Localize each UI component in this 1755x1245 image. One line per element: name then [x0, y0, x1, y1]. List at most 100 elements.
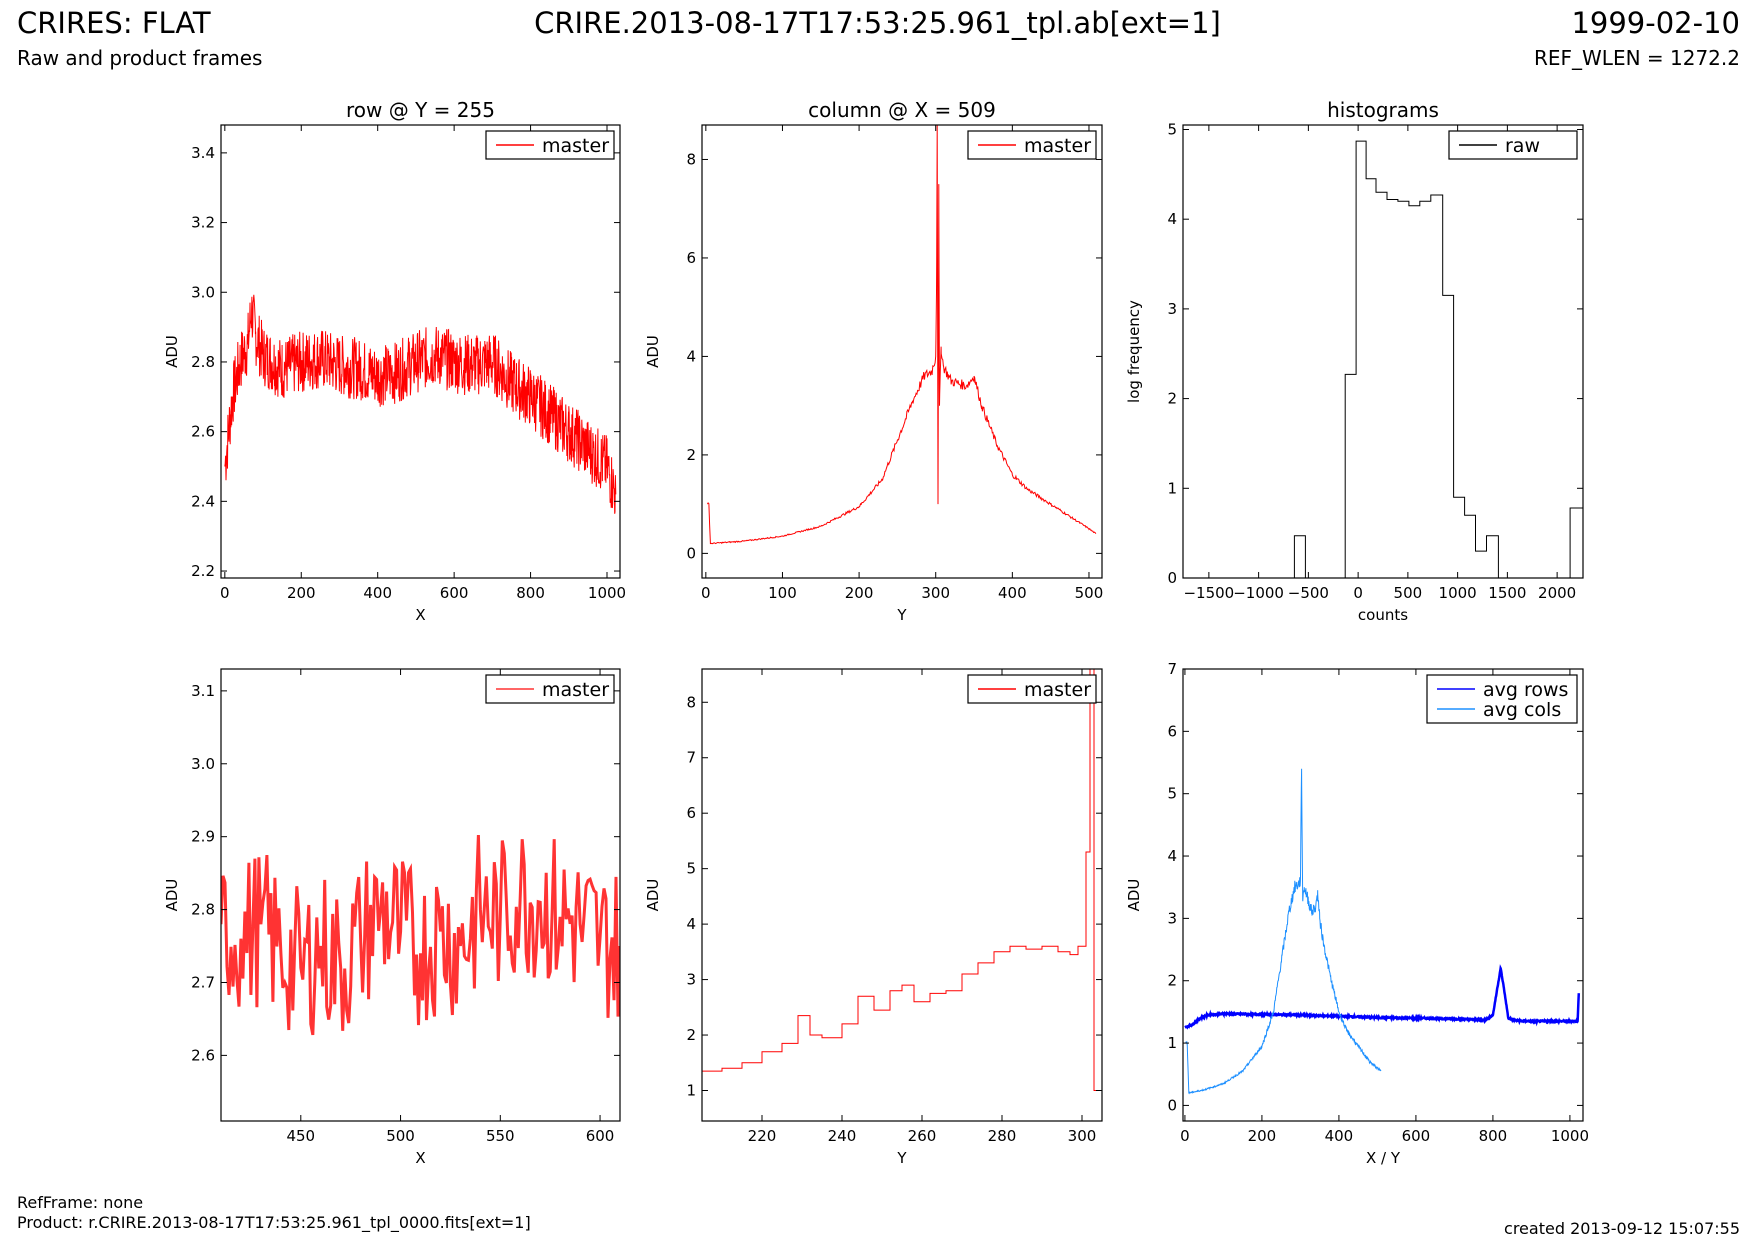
y-axis-label: ADU — [163, 335, 181, 368]
x-axis-label: counts — [1358, 606, 1408, 624]
x-tick-label: 400 — [1325, 1127, 1354, 1145]
series-line-avg-rows — [1184, 964, 1581, 1030]
y-tick-label: 0 — [1167, 1096, 1177, 1114]
chart-2: 0 100 200 300 400 500 0 2 4 6 8 column @ X = 509 Y AD… — [644, 98, 1103, 624]
y-tick-label: 2.7 — [191, 973, 215, 991]
y-tick-label: 4 — [686, 347, 696, 365]
legend-label: master — [1024, 135, 1091, 157]
chart-legend: master — [485, 674, 615, 704]
x-tick-label: 280 — [988, 1127, 1017, 1145]
x-tick-label: 200 — [1248, 1127, 1277, 1145]
x-tick-label: 800 — [516, 584, 545, 602]
x-tick-label: 0 — [701, 584, 711, 602]
chart-1: 0 200 400 600 800 1000 2.2 2.4 2.6 2.8 3.0 3.2 3.4 ro… — [163, 98, 626, 624]
y-tick-label: 1 — [1167, 1034, 1177, 1052]
chart-legend: master — [967, 674, 1097, 704]
series-line-master — [224, 294, 617, 514]
x-axis-label: X — [415, 1149, 425, 1167]
x-tick-label: 1500 — [1488, 584, 1526, 602]
x-tick-label: 600 — [440, 584, 469, 602]
y-tick-label: 2.6 — [191, 1046, 215, 1064]
x-tick-label: 220 — [748, 1127, 777, 1145]
plot-frame — [701, 668, 1103, 1122]
y-tick-label: 7 — [1167, 660, 1177, 678]
y-tick-label: 3 — [1167, 909, 1177, 927]
x-tick-label: 600 — [1402, 1127, 1431, 1145]
series-line-master — [221, 834, 620, 1036]
legend-label: avg rows — [1483, 679, 1568, 701]
series-line-master — [702, 669, 1102, 1091]
legend-label: master — [542, 135, 609, 157]
x-tick-label: 300 — [1068, 1127, 1097, 1145]
y-tick-label: 3.1 — [191, 682, 215, 700]
chart-5: 220 240 260 280 300 1 2 3 4 5 6 7 8 Y ADU master — [644, 668, 1103, 1167]
y-tick-label: 6 — [686, 249, 696, 267]
y-tick-label: 2.4 — [191, 492, 215, 510]
date-label: 1999-02-10 — [1571, 6, 1740, 40]
x-tick-label: 500 — [1394, 584, 1423, 602]
legend-label: master — [542, 679, 609, 701]
y-tick-label: 2.8 — [191, 353, 215, 371]
y-tick-label: 2 — [686, 1026, 696, 1044]
x-tick-label: 600 — [586, 1127, 615, 1145]
chart-3: −1500 −1000 −500 0 500 1000 1500 2000 0 1 2 3 4 5 hist… — [1125, 98, 1584, 624]
page-title: CRIRES: FLAT — [17, 6, 211, 40]
legend-label: raw — [1505, 135, 1540, 157]
plot-frame — [1182, 668, 1584, 1122]
y-tick-label: 0 — [686, 544, 696, 562]
y-tick-label: 2.8 — [191, 901, 215, 919]
x-tick-label: 300 — [921, 584, 950, 602]
chart-legend: master — [485, 130, 615, 160]
y-tick-label: 6 — [1167, 722, 1177, 740]
y-tick-label: 3.0 — [191, 755, 215, 773]
legend-label: avg cols — [1483, 699, 1561, 721]
y-tick-label: 2 — [686, 446, 696, 464]
y-tick-label: 7 — [686, 749, 696, 767]
chart-legend: raw — [1448, 130, 1578, 160]
created-label: created 2013-09-12 15:07:55 — [1504, 1219, 1740, 1238]
y-tick-label: 2.9 — [191, 828, 215, 846]
plot-frame — [220, 124, 621, 579]
ref-frame-label: RefFrame: none — [17, 1193, 144, 1212]
x-tick-label: 800 — [1479, 1127, 1508, 1145]
x-tick-label: 550 — [486, 1127, 515, 1145]
chart-4: 450 500 550 600 2.6 2.7 2.8 2.9 3.0 3.1 X ADU master — [163, 668, 621, 1167]
x-tick-label: −500 — [1288, 584, 1329, 602]
ref-wlen-label: REF_WLEN = 1272.2 — [1533, 46, 1740, 70]
x-tick-label: 2000 — [1538, 584, 1576, 602]
y-tick-label: 3.0 — [191, 283, 215, 301]
x-tick-label: 1000 — [1551, 1127, 1589, 1145]
chart-title: row @ Y = 255 — [346, 98, 495, 122]
x-tick-label: 500 — [386, 1127, 415, 1145]
x-tick-label: 400 — [998, 584, 1027, 602]
x-tick-label: 450 — [286, 1127, 315, 1145]
y-tick-label: 2 — [1167, 972, 1177, 990]
y-tick-label: 3.4 — [191, 144, 215, 162]
y-tick-label: 8 — [686, 150, 696, 168]
x-axis-label: Y — [896, 1149, 907, 1167]
x-tick-label: 1000 — [588, 584, 626, 602]
y-tick-label: 8 — [686, 693, 696, 711]
y-tick-label: 6 — [686, 804, 696, 822]
y-tick-label: 5 — [1167, 120, 1177, 138]
x-axis-label: X / Y — [1366, 1149, 1401, 1167]
x-tick-label: 1000 — [1439, 584, 1477, 602]
y-tick-label: 0 — [1167, 569, 1177, 587]
page-subtitle: Raw and product frames — [17, 46, 263, 70]
plot-frame — [701, 124, 1103, 579]
x-tick-label: 200 — [287, 584, 316, 602]
y-axis-label: ADU — [163, 879, 181, 912]
chart-title: column @ X = 509 — [808, 98, 996, 122]
x-tick-label: 260 — [908, 1127, 937, 1145]
y-tick-label: 3.2 — [191, 214, 215, 232]
series-line-avg-cols — [1185, 768, 1382, 1095]
chart-legend: master — [967, 130, 1097, 160]
x-tick-label: 100 — [768, 584, 797, 602]
file-name: CRIRE.2013-08-17T17:53:25.961_tpl.ab[ext… — [534, 6, 1221, 40]
y-tick-label: 1 — [1167, 479, 1177, 497]
chart-6: 0 200 400 600 800 1000 0 1 2 3 4 5 6 7 X / Y ADU avg row… — [1125, 660, 1589, 1167]
x-axis-label: Y — [896, 606, 907, 624]
x-tick-label: 0 — [220, 584, 230, 602]
